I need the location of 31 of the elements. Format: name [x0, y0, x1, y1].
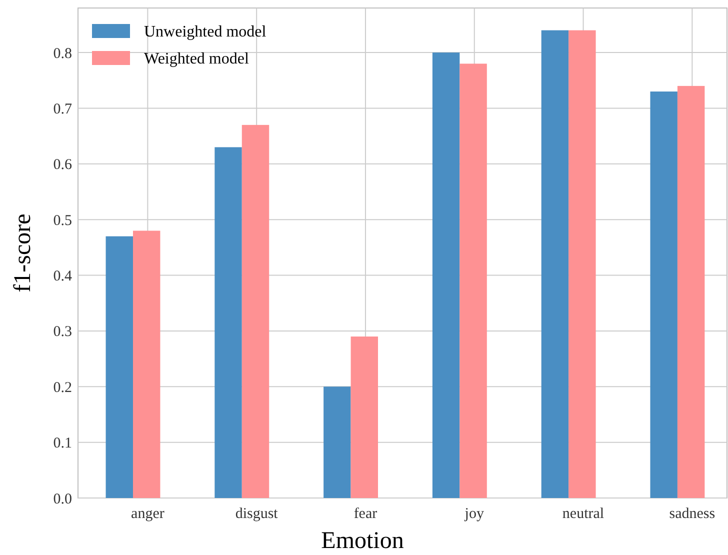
bar	[214, 147, 242, 498]
y-tick-label: 0.0	[53, 491, 72, 508]
bar	[350, 336, 378, 498]
y-tick-label: 0.3	[53, 324, 72, 340]
y-tick-label: 0.5	[53, 212, 72, 229]
y-tick-label: 0.4	[53, 268, 72, 285]
x-tick-label: joy	[464, 506, 484, 522]
bar	[242, 124, 270, 498]
bar	[650, 92, 678, 498]
y-tick-label: 0.1	[53, 436, 72, 452]
y-tick-label: 0.8	[53, 46, 72, 62]
legend-label: Unweighted model	[144, 24, 267, 41]
x-tick-label: fear	[354, 506, 378, 522]
x-tick-label: neutral	[562, 506, 604, 522]
x-axis-title: Emotion	[321, 528, 404, 554]
legend-label: Weighted model	[144, 50, 250, 68]
x-tick-label: anger	[131, 506, 164, 522]
y-tick-label: 0.2	[53, 380, 72, 396]
y-tick-label: 0.7	[53, 101, 72, 118]
y-tick-label: 0.6	[53, 157, 72, 174]
x-tick-label: sadness	[669, 506, 716, 522]
y-axis-title: f1-score	[10, 214, 36, 292]
bar	[460, 64, 487, 498]
bar	[106, 236, 133, 498]
bar	[568, 30, 596, 498]
bar	[677, 86, 705, 498]
bar	[132, 230, 160, 498]
bar	[324, 386, 351, 498]
x-tick-label: disgust	[235, 506, 279, 522]
bar	[541, 30, 569, 498]
bar	[432, 52, 460, 498]
